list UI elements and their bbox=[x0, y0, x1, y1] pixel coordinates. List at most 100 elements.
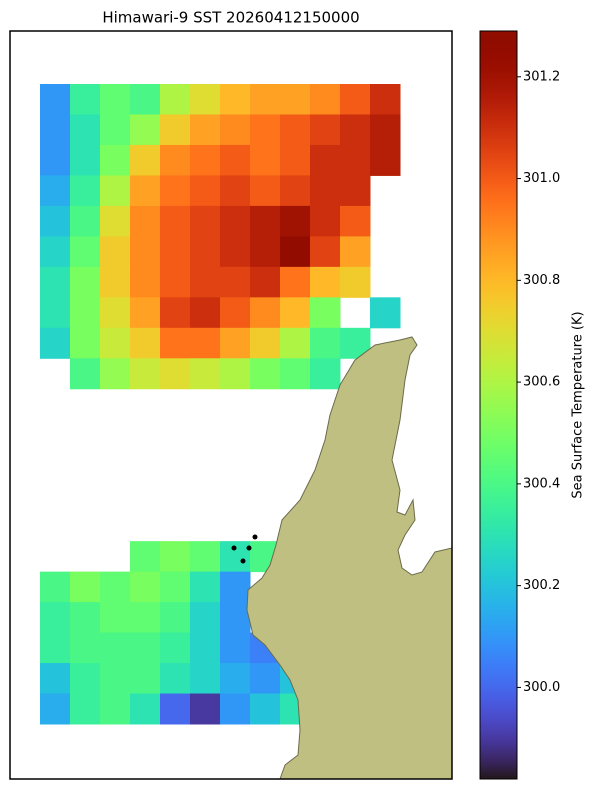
sst-cell bbox=[280, 144, 311, 176]
sst-cell bbox=[190, 663, 221, 695]
sst-cell bbox=[160, 327, 191, 359]
colorbar-tick-label: 300.2 bbox=[523, 578, 560, 593]
colorbar-tick-label: 300.8 bbox=[523, 273, 560, 288]
sst-cell bbox=[130, 663, 161, 695]
sst-cell bbox=[40, 266, 71, 298]
sst-cell bbox=[160, 693, 191, 725]
sst-cell bbox=[130, 358, 161, 390]
sst-cell bbox=[280, 114, 311, 146]
sst-cell bbox=[160, 236, 191, 268]
sst-cell bbox=[160, 358, 191, 390]
colorbar-tick-label: 301.0 bbox=[523, 171, 560, 186]
sst-cell bbox=[250, 327, 281, 359]
sst-cell bbox=[70, 693, 101, 725]
sst-cell bbox=[70, 571, 101, 603]
sst-cell bbox=[40, 632, 71, 664]
sst-cell bbox=[70, 144, 101, 176]
colorbar-tick-label: 300.4 bbox=[523, 476, 560, 491]
sst-cell bbox=[160, 632, 191, 664]
sst-cell bbox=[190, 541, 221, 573]
sst-cell bbox=[130, 205, 161, 237]
sst-cell bbox=[130, 84, 161, 115]
sst-cell bbox=[160, 144, 191, 176]
sst-cell bbox=[190, 632, 221, 664]
sst-cell bbox=[310, 175, 341, 207]
sst-cell bbox=[220, 297, 251, 329]
sst-cell bbox=[220, 632, 251, 664]
sst-cell bbox=[70, 205, 101, 237]
sst-cell bbox=[70, 632, 101, 664]
sst-cell bbox=[40, 205, 71, 237]
sst-cell bbox=[70, 358, 101, 390]
sst-cell bbox=[100, 297, 131, 329]
sst-cell bbox=[250, 693, 281, 725]
sst-cell bbox=[70, 663, 101, 695]
sst-cell bbox=[160, 297, 191, 329]
sst-cell bbox=[40, 663, 71, 695]
sst-cell bbox=[40, 175, 71, 207]
sst-cell bbox=[40, 114, 71, 146]
sst-cell bbox=[220, 571, 251, 603]
sst-cell bbox=[190, 327, 221, 359]
sst-cell bbox=[100, 602, 131, 634]
map-frame bbox=[9, 30, 453, 780]
sst-cell bbox=[100, 114, 131, 146]
sst-cell bbox=[160, 205, 191, 237]
island bbox=[246, 545, 252, 551]
sst-cell bbox=[220, 358, 251, 390]
sst-cell bbox=[250, 266, 281, 298]
sst-cell bbox=[250, 358, 281, 390]
sst-cell bbox=[250, 205, 281, 237]
colorbar-tick-label: 300.0 bbox=[523, 680, 560, 695]
sst-cell bbox=[190, 84, 221, 115]
sst-cell bbox=[160, 266, 191, 298]
sst-cell bbox=[70, 84, 101, 115]
sst-cell bbox=[250, 236, 281, 268]
sst-cell bbox=[310, 266, 341, 298]
sst-cell bbox=[190, 602, 221, 634]
sst-cell bbox=[280, 266, 311, 298]
island bbox=[231, 545, 237, 551]
sst-cell bbox=[160, 663, 191, 695]
sst-cell bbox=[100, 693, 131, 725]
land bbox=[246, 336, 452, 779]
sst-cell bbox=[220, 693, 251, 725]
sst-cell bbox=[340, 266, 371, 298]
sst-cell bbox=[70, 175, 101, 207]
sst-cell bbox=[100, 266, 131, 298]
sst-cell bbox=[250, 663, 281, 695]
sst-cell bbox=[190, 571, 221, 603]
sst-cell bbox=[370, 297, 401, 329]
colorbar-label: Sea Surface Temperature (K) bbox=[571, 311, 586, 498]
sst-cell bbox=[130, 266, 161, 298]
sst-cell bbox=[100, 236, 131, 268]
sst-cell bbox=[190, 205, 221, 237]
sst-cell bbox=[100, 571, 131, 603]
sst-cell bbox=[40, 236, 71, 268]
sst-cell bbox=[220, 84, 251, 115]
sst-cell bbox=[70, 327, 101, 359]
sst-cell bbox=[130, 602, 161, 634]
sst-cell bbox=[130, 175, 161, 207]
sst-cell bbox=[370, 144, 401, 176]
sst-cell bbox=[160, 571, 191, 603]
sst-cell bbox=[280, 297, 311, 329]
sst-cell bbox=[130, 236, 161, 268]
sst-cell bbox=[280, 84, 311, 115]
sst-cell bbox=[70, 266, 101, 298]
sst-cell bbox=[70, 602, 101, 634]
sst-cell bbox=[220, 541, 251, 573]
sst-cell bbox=[100, 175, 131, 207]
sst-cell bbox=[130, 144, 161, 176]
sst-cell bbox=[310, 327, 341, 359]
sst-cell bbox=[130, 693, 161, 725]
sst-cell bbox=[250, 84, 281, 115]
sst-cell bbox=[130, 114, 161, 146]
colorbar bbox=[479, 30, 518, 780]
sst-cell bbox=[310, 84, 341, 115]
sst-cell bbox=[100, 144, 131, 176]
sst-cell bbox=[70, 114, 101, 146]
sst-cell bbox=[100, 327, 131, 359]
map-title: Himawari-9 SST 20260412150000 bbox=[102, 9, 359, 27]
